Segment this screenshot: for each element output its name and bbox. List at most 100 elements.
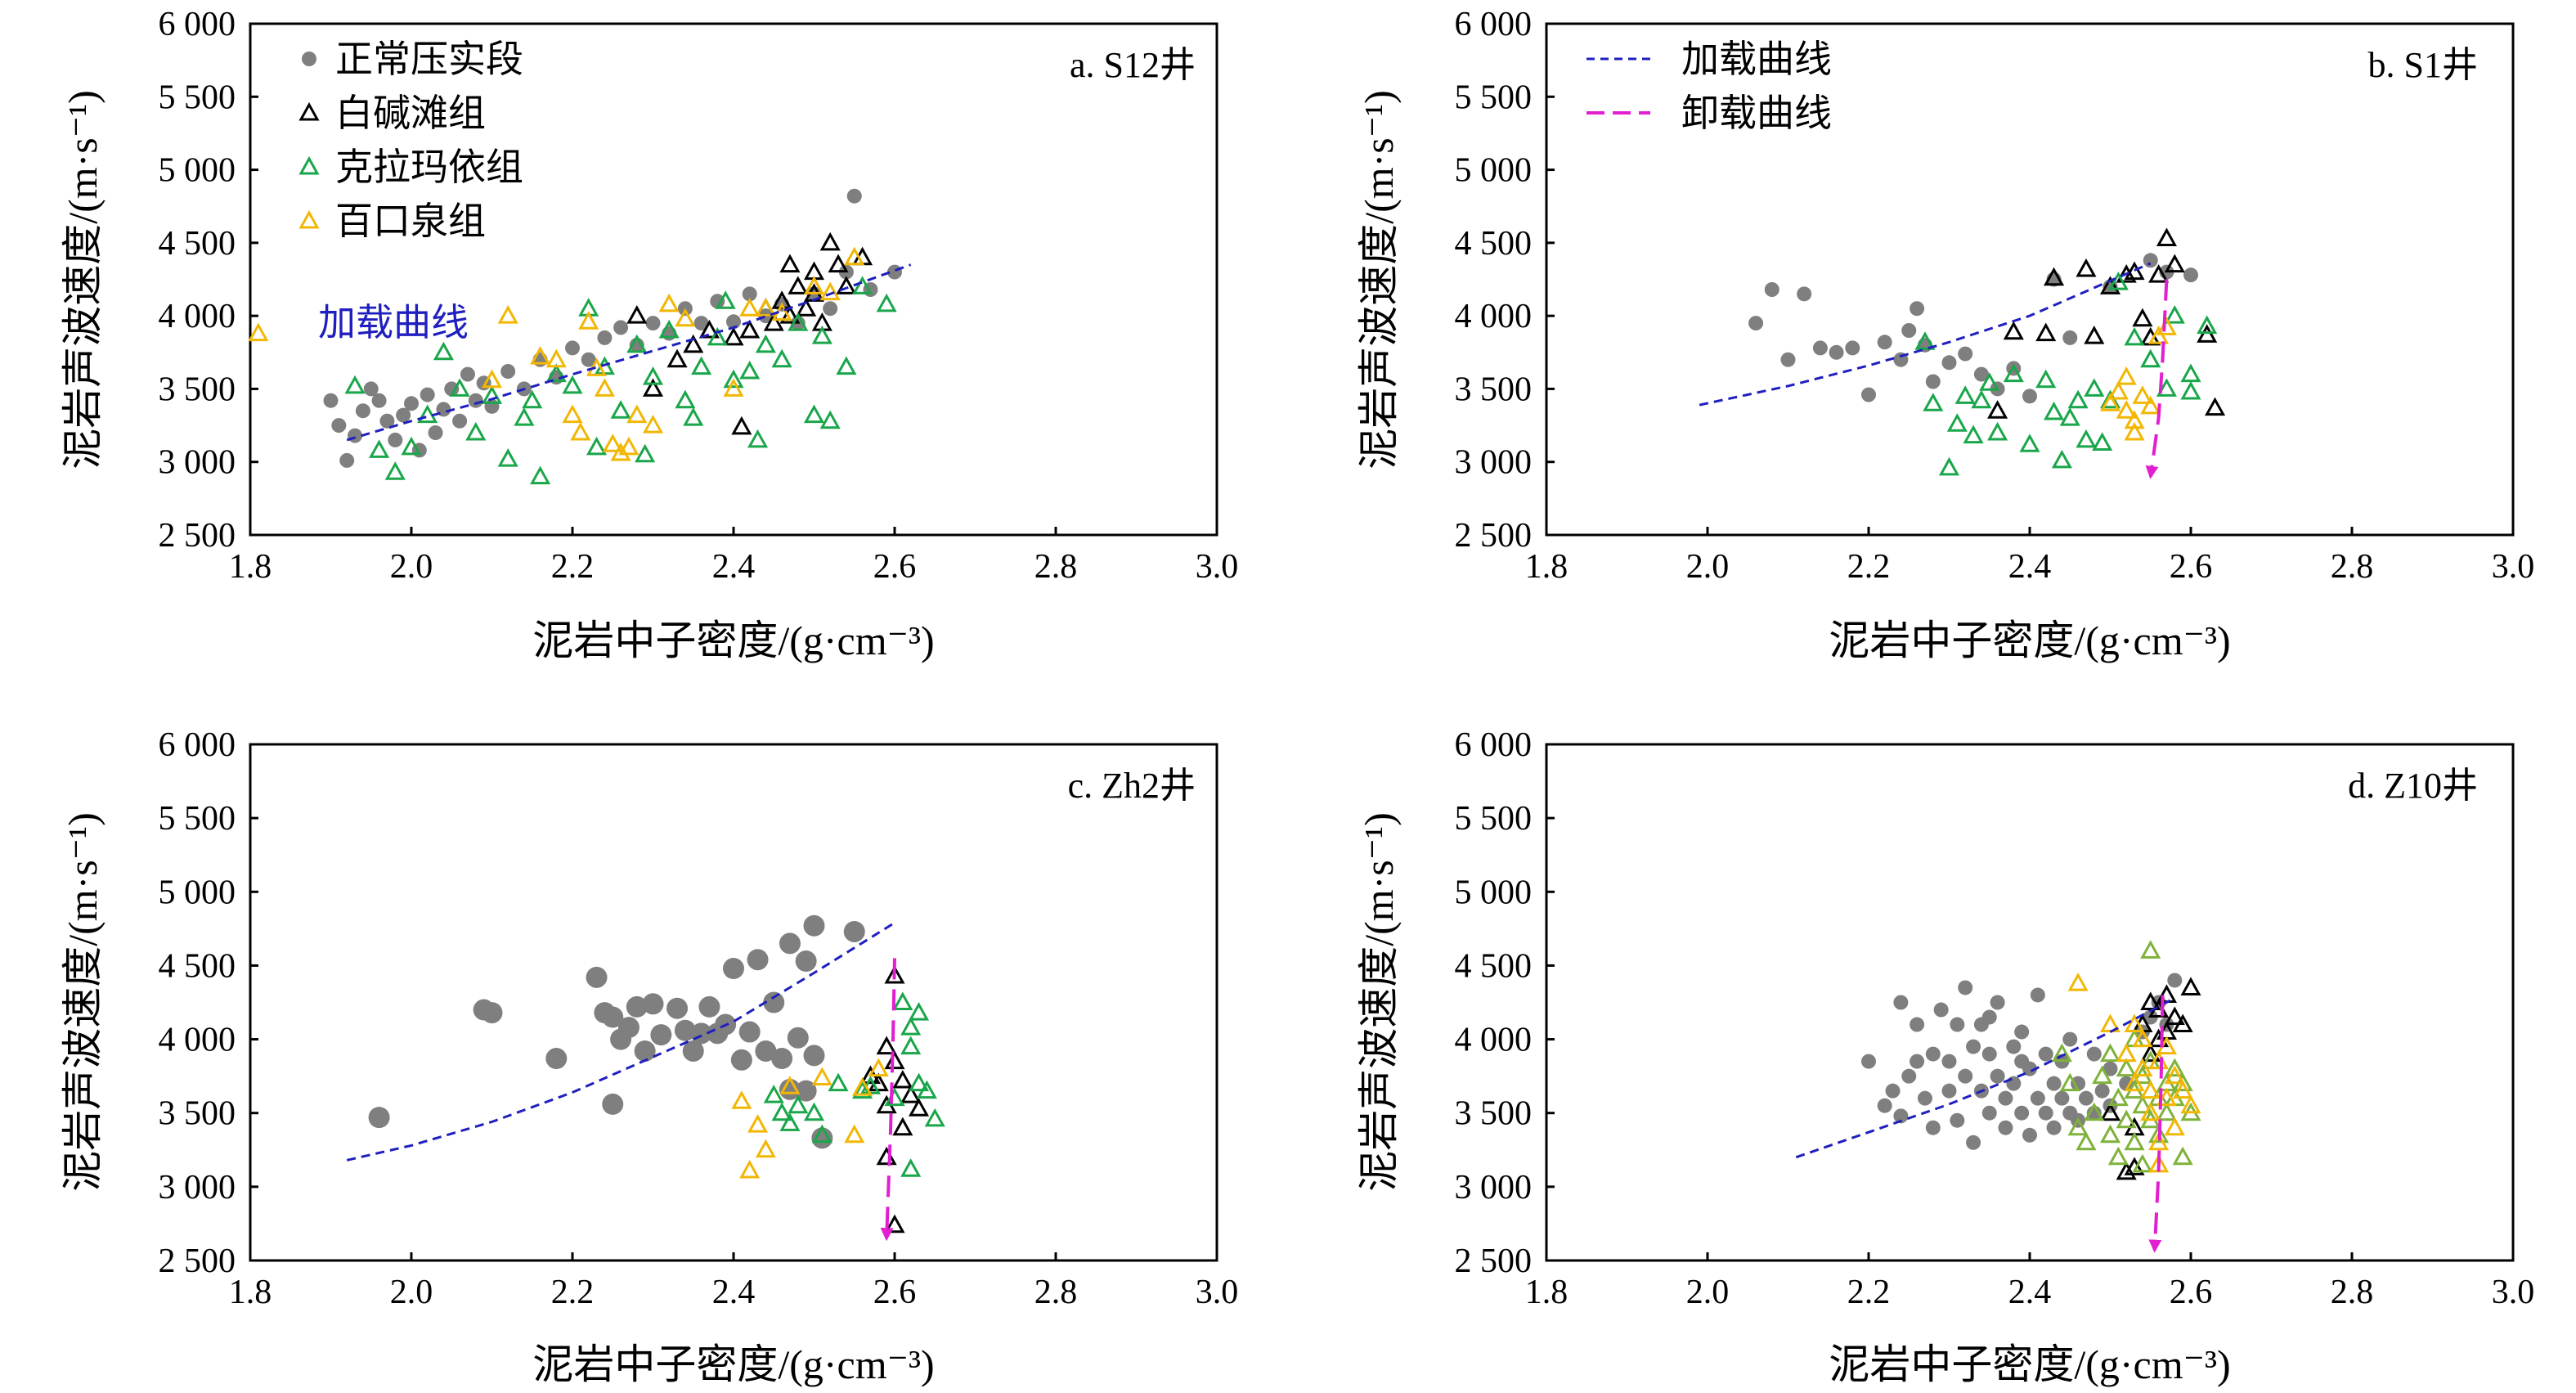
data-point <box>779 1078 801 1100</box>
data-point <box>2197 315 2218 335</box>
loading-curve <box>346 263 912 442</box>
data-point <box>2099 389 2121 409</box>
data-point <box>803 276 825 294</box>
unloading-curve <box>2148 995 2165 1253</box>
data-point <box>658 293 680 312</box>
data-point <box>2038 1105 2053 1121</box>
data-point <box>642 414 664 434</box>
data-point <box>2124 1013 2145 1033</box>
data-point <box>1987 421 2008 441</box>
data-point <box>1954 385 1976 404</box>
data-point <box>2116 400 2137 419</box>
x-axis-title: 泥岩中子密度/(g·cm⁻³) <box>532 1341 934 1387</box>
data-point <box>2062 1031 2078 1047</box>
data-point <box>2124 421 2145 441</box>
data-point <box>2148 264 2170 283</box>
data-point <box>747 429 769 448</box>
data-point <box>2067 389 2089 409</box>
data-point <box>755 1040 777 1062</box>
y-tick-label: 2 500 <box>159 517 236 555</box>
data-point <box>819 231 841 251</box>
data-point <box>634 1040 656 1062</box>
data-point <box>1877 335 1892 350</box>
data-point <box>618 436 640 456</box>
data-point <box>803 914 825 937</box>
data-point <box>823 301 838 317</box>
data-point <box>1950 1112 1965 1128</box>
data-point <box>2132 1028 2153 1048</box>
data-point <box>562 375 583 394</box>
data-point <box>2116 1058 2137 1077</box>
data-point <box>763 312 784 331</box>
data-point <box>779 305 801 324</box>
data-point <box>1938 456 1960 476</box>
data-point <box>2006 1076 2022 1091</box>
data-point <box>2062 330 2078 345</box>
x-tick-label: 2.4 <box>712 1274 756 1311</box>
data-point <box>2084 326 2105 344</box>
data-point <box>2022 389 2037 404</box>
data-point <box>731 416 752 435</box>
data-point <box>779 1076 801 1094</box>
data-point <box>626 334 648 353</box>
x-tick-label: 2.6 <box>2170 1274 2213 1311</box>
data-point <box>578 311 599 330</box>
data-point <box>388 432 403 447</box>
data-point <box>2030 987 2045 1003</box>
data-point <box>2132 1153 2153 1173</box>
data-point <box>836 276 857 294</box>
data-point <box>2164 1065 2185 1085</box>
data-point <box>1958 1068 1973 1084</box>
data-point <box>2107 271 2129 290</box>
data-point <box>2164 254 2185 273</box>
data-point <box>1885 1083 1901 1099</box>
data-point <box>371 393 387 408</box>
data-point <box>2054 1090 2070 1106</box>
data-point <box>1933 1002 1949 1018</box>
data-point <box>868 1058 889 1077</box>
legend-label-baikouquan: 百口泉组 <box>335 200 486 242</box>
data-point <box>497 305 518 324</box>
data-point <box>1812 340 1828 356</box>
data-point <box>795 950 817 973</box>
data-point <box>675 389 696 409</box>
data-point <box>731 1090 752 1109</box>
data-point <box>909 1072 930 1092</box>
data-point <box>610 442 631 461</box>
data-point <box>1998 1120 2013 1135</box>
data-point <box>876 1036 897 1055</box>
x-tick-label: 2.4 <box>2008 1274 2052 1311</box>
data-point <box>2107 1146 2129 1166</box>
data-point <box>755 298 776 317</box>
data-point <box>570 421 591 441</box>
data-point <box>1917 1090 1932 1106</box>
x-tick-label: 2.8 <box>1034 1274 1078 1311</box>
data-point <box>2103 1061 2118 1076</box>
data-point <box>481 369 503 389</box>
data-point <box>613 320 629 335</box>
data-point <box>739 1159 761 1179</box>
data-point <box>2132 385 2153 404</box>
data-point <box>2035 322 2057 342</box>
data-point <box>771 348 792 368</box>
data-point <box>2044 267 2065 286</box>
data-point <box>779 254 801 273</box>
data-point <box>562 404 583 424</box>
data-point <box>401 436 422 456</box>
data-point <box>2148 1124 2170 1144</box>
plot-area <box>1545 743 2515 1262</box>
data-point <box>868 1072 889 1092</box>
data-point <box>900 1158 922 1177</box>
data-point <box>763 991 785 1013</box>
x-tick-label: 1.8 <box>229 548 272 586</box>
data-point <box>2044 401 2065 420</box>
data-point <box>626 404 648 424</box>
data-point <box>811 1124 832 1144</box>
data-point <box>522 389 543 409</box>
data-point <box>530 465 551 485</box>
data-point <box>924 1108 945 1127</box>
data-point <box>452 413 468 429</box>
unloading-curve <box>2145 279 2169 479</box>
y-tick-label: 2 500 <box>159 1242 236 1280</box>
data-point <box>1979 372 2000 391</box>
